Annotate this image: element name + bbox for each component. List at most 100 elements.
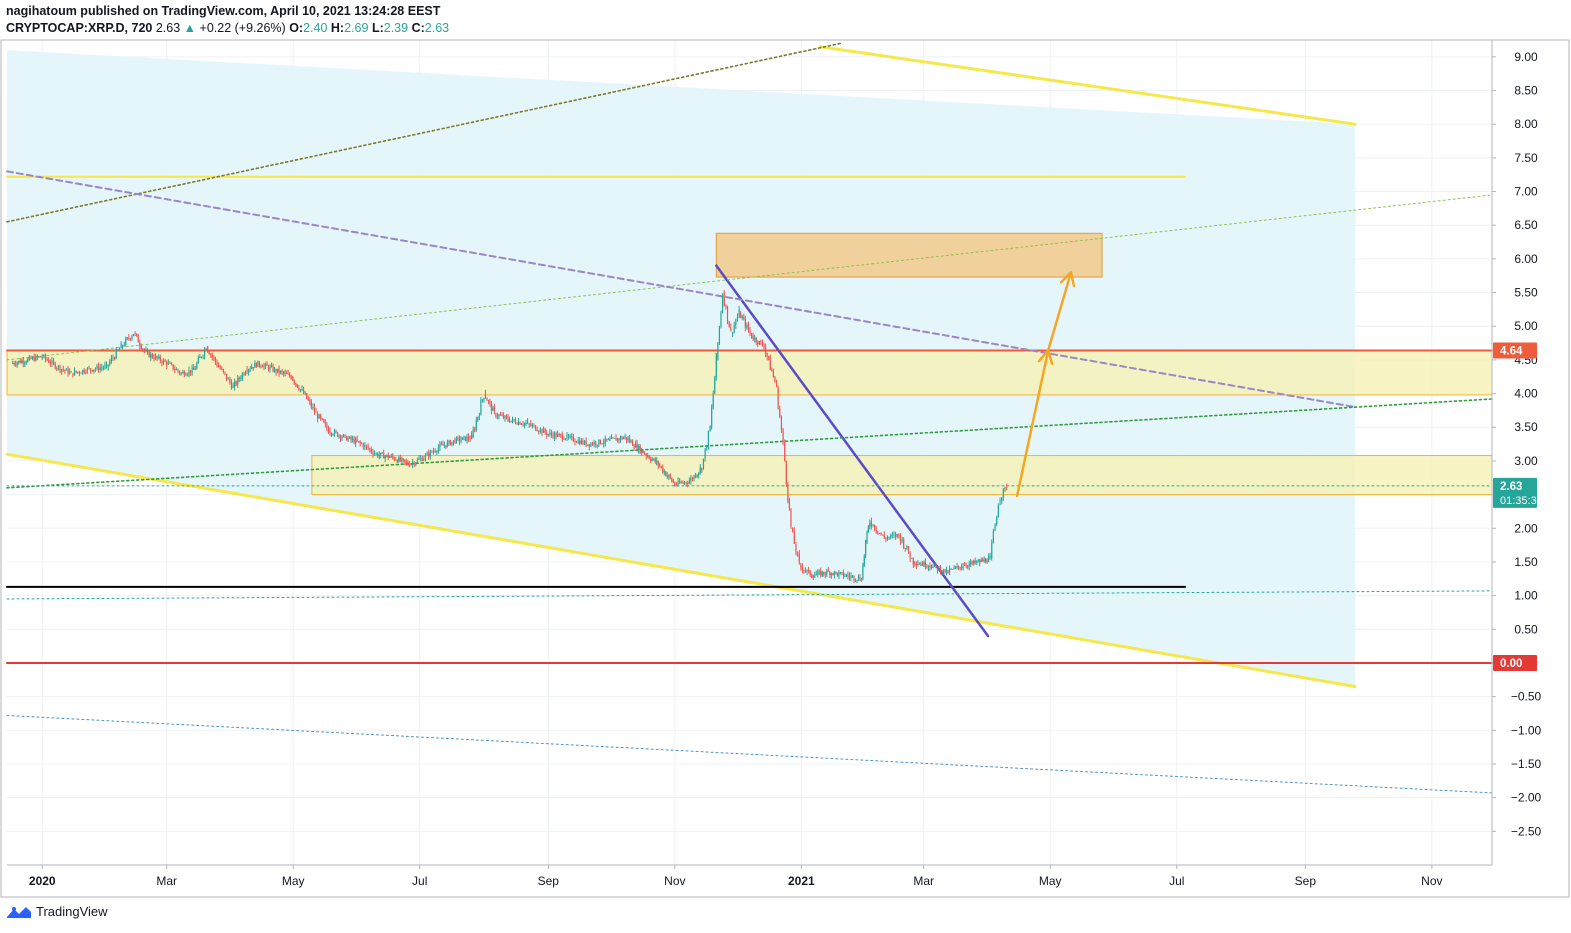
zones bbox=[6, 50, 1493, 687]
candle-body bbox=[566, 434, 568, 439]
candle-body bbox=[750, 333, 753, 339]
candle-body bbox=[338, 435, 340, 437]
candle-body bbox=[947, 572, 949, 573]
y-tick-label: 5.00 bbox=[1514, 319, 1538, 333]
candle-body bbox=[651, 459, 653, 461]
candle-body bbox=[552, 434, 554, 438]
candle-body bbox=[932, 565, 934, 568]
candle-body bbox=[583, 440, 586, 444]
x-tick-label: Jul bbox=[1169, 874, 1184, 888]
candle-body bbox=[880, 533, 882, 535]
change-arrow-icon: ▲ bbox=[183, 21, 197, 35]
candle-body bbox=[863, 555, 865, 566]
candle-body bbox=[567, 436, 570, 438]
y-tick-label: 1.00 bbox=[1514, 589, 1538, 603]
candle-body bbox=[675, 484, 678, 486]
candle-body bbox=[920, 563, 922, 565]
y-tick-label: 7.00 bbox=[1514, 185, 1538, 199]
candle-body bbox=[986, 561, 988, 563]
candle-body bbox=[413, 462, 415, 465]
candle-body bbox=[666, 475, 668, 477]
candle-body bbox=[467, 436, 470, 439]
candle-body bbox=[726, 305, 729, 322]
candle-body bbox=[712, 393, 714, 408]
line-upper-channel bbox=[818, 45, 1357, 126]
candle-body bbox=[495, 413, 497, 417]
candle-body bbox=[820, 571, 822, 576]
candle-body bbox=[369, 448, 371, 450]
candle-body bbox=[222, 369, 224, 372]
candle-body bbox=[782, 429, 784, 442]
candle-body bbox=[370, 449, 372, 452]
candle-body bbox=[857, 577, 860, 580]
candle-body bbox=[907, 546, 910, 554]
candle-body bbox=[924, 561, 927, 567]
candle-body bbox=[999, 501, 1001, 502]
candle-body bbox=[197, 357, 199, 364]
candle-body bbox=[310, 401, 312, 408]
candle-body bbox=[434, 451, 436, 453]
low-value: 2.39 bbox=[383, 21, 409, 35]
candle-body bbox=[882, 534, 884, 536]
candle-body bbox=[696, 474, 698, 477]
candle-body bbox=[27, 358, 29, 362]
candle-body bbox=[517, 421, 520, 425]
candle-body bbox=[976, 561, 978, 563]
candle-body bbox=[874, 524, 876, 530]
candle-body bbox=[345, 437, 348, 441]
candle-body bbox=[996, 517, 998, 525]
candle-body bbox=[18, 360, 20, 363]
candle-body bbox=[950, 568, 952, 570]
candle-body bbox=[632, 441, 634, 446]
candle-body bbox=[185, 374, 187, 376]
candle-body bbox=[286, 372, 288, 374]
x-tick-label: Jul bbox=[412, 874, 427, 888]
y-tick-label: −2.50 bbox=[1511, 824, 1542, 838]
candle-body bbox=[454, 440, 456, 444]
candle-body bbox=[704, 448, 706, 459]
candle-body bbox=[134, 332, 136, 334]
footer: TradingView bbox=[6, 904, 108, 919]
candle-body bbox=[755, 337, 757, 343]
y-tick-label: 2.00 bbox=[1514, 521, 1538, 535]
candle-body bbox=[408, 464, 410, 467]
candle-body bbox=[260, 365, 262, 367]
candle-body bbox=[691, 478, 694, 480]
tradingview-logo-icon bbox=[7, 906, 31, 918]
candle-body bbox=[814, 575, 816, 578]
candle-body bbox=[170, 363, 173, 365]
candle-body bbox=[596, 444, 598, 446]
candle-body bbox=[741, 317, 743, 319]
candle-body bbox=[241, 373, 244, 379]
price-chart[interactable]: 9.008.508.007.507.006.506.005.505.004.50… bbox=[0, 0, 1571, 900]
candle-body bbox=[273, 368, 276, 372]
x-tick-label: 2020 bbox=[29, 874, 56, 888]
candle-body bbox=[571, 436, 573, 437]
high-label: H: bbox=[330, 21, 345, 35]
candle-body bbox=[744, 318, 746, 328]
price-label-text: 0.00 bbox=[1500, 658, 1522, 670]
candle-body bbox=[654, 458, 656, 463]
candle-body bbox=[930, 565, 933, 568]
candle-body bbox=[114, 358, 116, 359]
candle-body bbox=[460, 439, 462, 442]
candle-body bbox=[484, 393, 487, 399]
candle-body bbox=[418, 459, 420, 460]
candle-body bbox=[386, 454, 388, 457]
candle-body bbox=[865, 540, 867, 556]
candle-body bbox=[827, 570, 829, 572]
candle-body bbox=[179, 371, 181, 374]
candle-body bbox=[808, 570, 810, 571]
candle-body bbox=[347, 438, 349, 441]
candle-body bbox=[707, 431, 710, 448]
candle-body bbox=[992, 530, 995, 543]
candle-body bbox=[723, 292, 725, 306]
candle-body bbox=[888, 537, 890, 538]
candle-body bbox=[293, 380, 295, 384]
candle-body bbox=[440, 444, 443, 446]
candle-body bbox=[270, 366, 273, 368]
publisher-text: nagihatoum published on TradingView.com,… bbox=[6, 4, 441, 18]
candle-body bbox=[985, 559, 987, 562]
candle-body bbox=[257, 360, 259, 367]
candle-body bbox=[186, 373, 189, 375]
